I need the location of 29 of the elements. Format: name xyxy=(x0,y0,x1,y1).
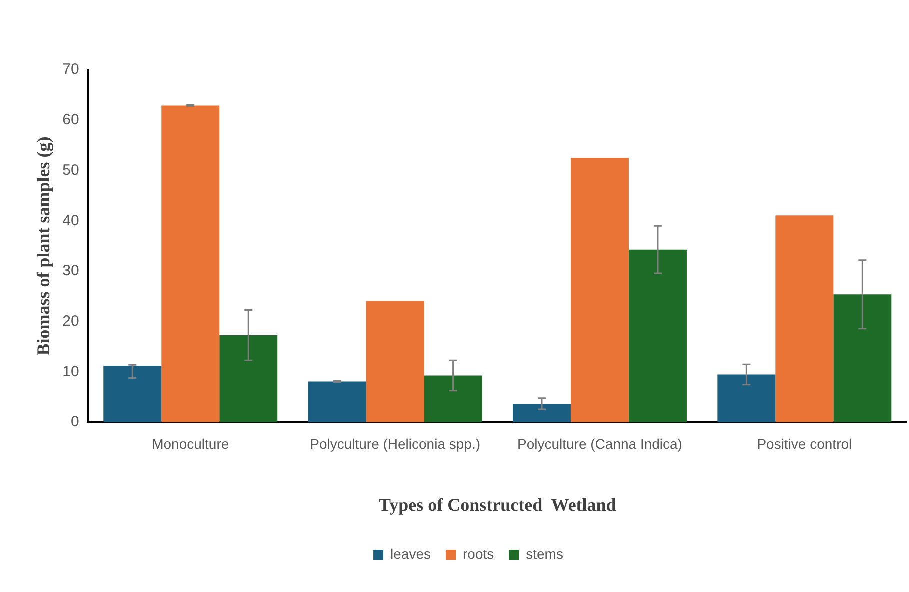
bar xyxy=(512,404,571,423)
x-tick-label: Monoculture xyxy=(152,436,230,452)
legend-label: leaves xyxy=(390,546,432,562)
legend-label: stems xyxy=(526,546,564,562)
y-axis-title: Biomass of plant samples (g) xyxy=(33,136,54,356)
y-tick-label: 30 xyxy=(62,262,80,280)
x-tick-label: Positive control xyxy=(757,436,852,452)
y-tick-label: 60 xyxy=(62,112,80,129)
bar xyxy=(570,158,629,423)
y-tick-label: 40 xyxy=(62,212,80,230)
legend-label: roots xyxy=(463,546,494,562)
x-tick-label: Polyculture (Canna Indica) xyxy=(517,436,682,452)
bar xyxy=(776,216,834,423)
y-tick-label: 70 xyxy=(62,61,80,78)
y-tick-label: 10 xyxy=(62,363,80,380)
bar xyxy=(366,301,424,423)
y-tick-label: 0 xyxy=(70,414,80,431)
bar xyxy=(162,106,220,423)
y-tick-label: 50 xyxy=(62,162,80,179)
bar xyxy=(424,376,482,423)
bar xyxy=(834,294,892,423)
x-tick-label: Polyculture (Heliconia spp.) xyxy=(310,436,481,452)
x-axis-title: Types of Constructed Wetland xyxy=(378,494,616,515)
y-tick-label: 20 xyxy=(62,313,80,330)
bar xyxy=(104,366,162,423)
bar xyxy=(718,374,776,423)
bar xyxy=(308,382,366,423)
bar xyxy=(628,250,687,423)
bar xyxy=(220,335,278,423)
